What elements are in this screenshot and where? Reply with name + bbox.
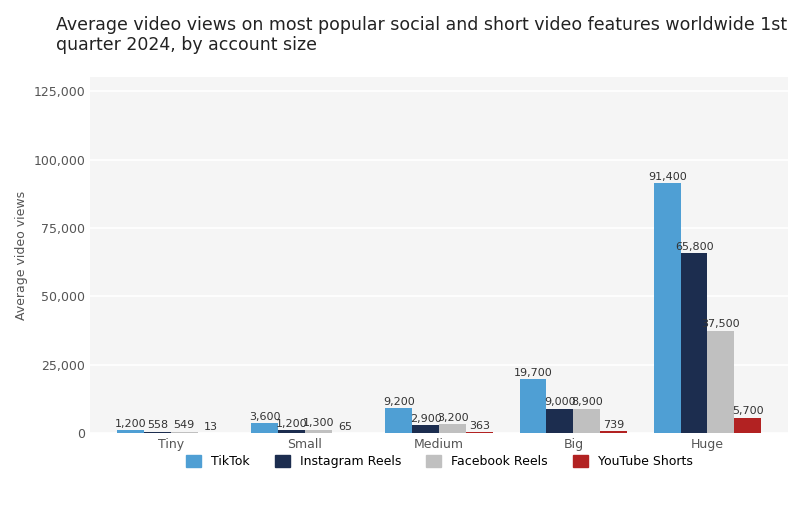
Text: 3,600: 3,600 bbox=[249, 412, 280, 422]
Bar bbox=[144, 432, 171, 433]
Text: 9,200: 9,200 bbox=[383, 397, 415, 407]
Bar bbox=[439, 424, 465, 433]
Text: Average video views on most popular social and short video features worldwide 1s: Average video views on most popular soci… bbox=[56, 16, 786, 55]
Bar bbox=[733, 418, 760, 433]
Text: 1,200: 1,200 bbox=[115, 419, 146, 428]
Text: 13: 13 bbox=[204, 422, 218, 432]
Bar bbox=[519, 379, 546, 433]
Text: 91,400: 91,400 bbox=[647, 172, 686, 181]
Bar bbox=[707, 331, 733, 433]
Text: 2,900: 2,900 bbox=[409, 414, 441, 424]
Text: 5,700: 5,700 bbox=[731, 406, 763, 416]
Text: 1,300: 1,300 bbox=[302, 418, 334, 428]
Text: 549: 549 bbox=[173, 420, 195, 431]
Legend: TikTok, Instagram Reels, Facebook Reels, YouTube Shorts: TikTok, Instagram Reels, Facebook Reels,… bbox=[180, 450, 696, 473]
Bar bbox=[680, 253, 707, 433]
Text: 1,200: 1,200 bbox=[275, 419, 307, 428]
Text: 8,900: 8,900 bbox=[570, 397, 602, 408]
Bar bbox=[411, 425, 439, 433]
Text: 65: 65 bbox=[338, 422, 352, 432]
Bar bbox=[171, 432, 197, 433]
Bar bbox=[599, 431, 626, 433]
Text: 9,000: 9,000 bbox=[544, 397, 575, 407]
Text: 739: 739 bbox=[602, 420, 623, 430]
Bar bbox=[546, 409, 573, 433]
Text: 37,500: 37,500 bbox=[701, 319, 739, 329]
Text: 19,700: 19,700 bbox=[513, 368, 552, 378]
Bar bbox=[573, 409, 599, 433]
Text: 363: 363 bbox=[468, 421, 489, 431]
Y-axis label: Average video views: Average video views bbox=[15, 191, 28, 320]
Bar bbox=[653, 183, 680, 433]
Text: 558: 558 bbox=[147, 420, 168, 431]
Bar bbox=[305, 430, 331, 433]
Bar bbox=[277, 430, 305, 433]
Text: 3,200: 3,200 bbox=[436, 413, 468, 423]
Bar bbox=[117, 430, 144, 433]
Bar bbox=[385, 408, 411, 433]
Text: 65,800: 65,800 bbox=[674, 242, 712, 252]
Bar bbox=[251, 423, 277, 433]
Bar bbox=[465, 432, 492, 433]
